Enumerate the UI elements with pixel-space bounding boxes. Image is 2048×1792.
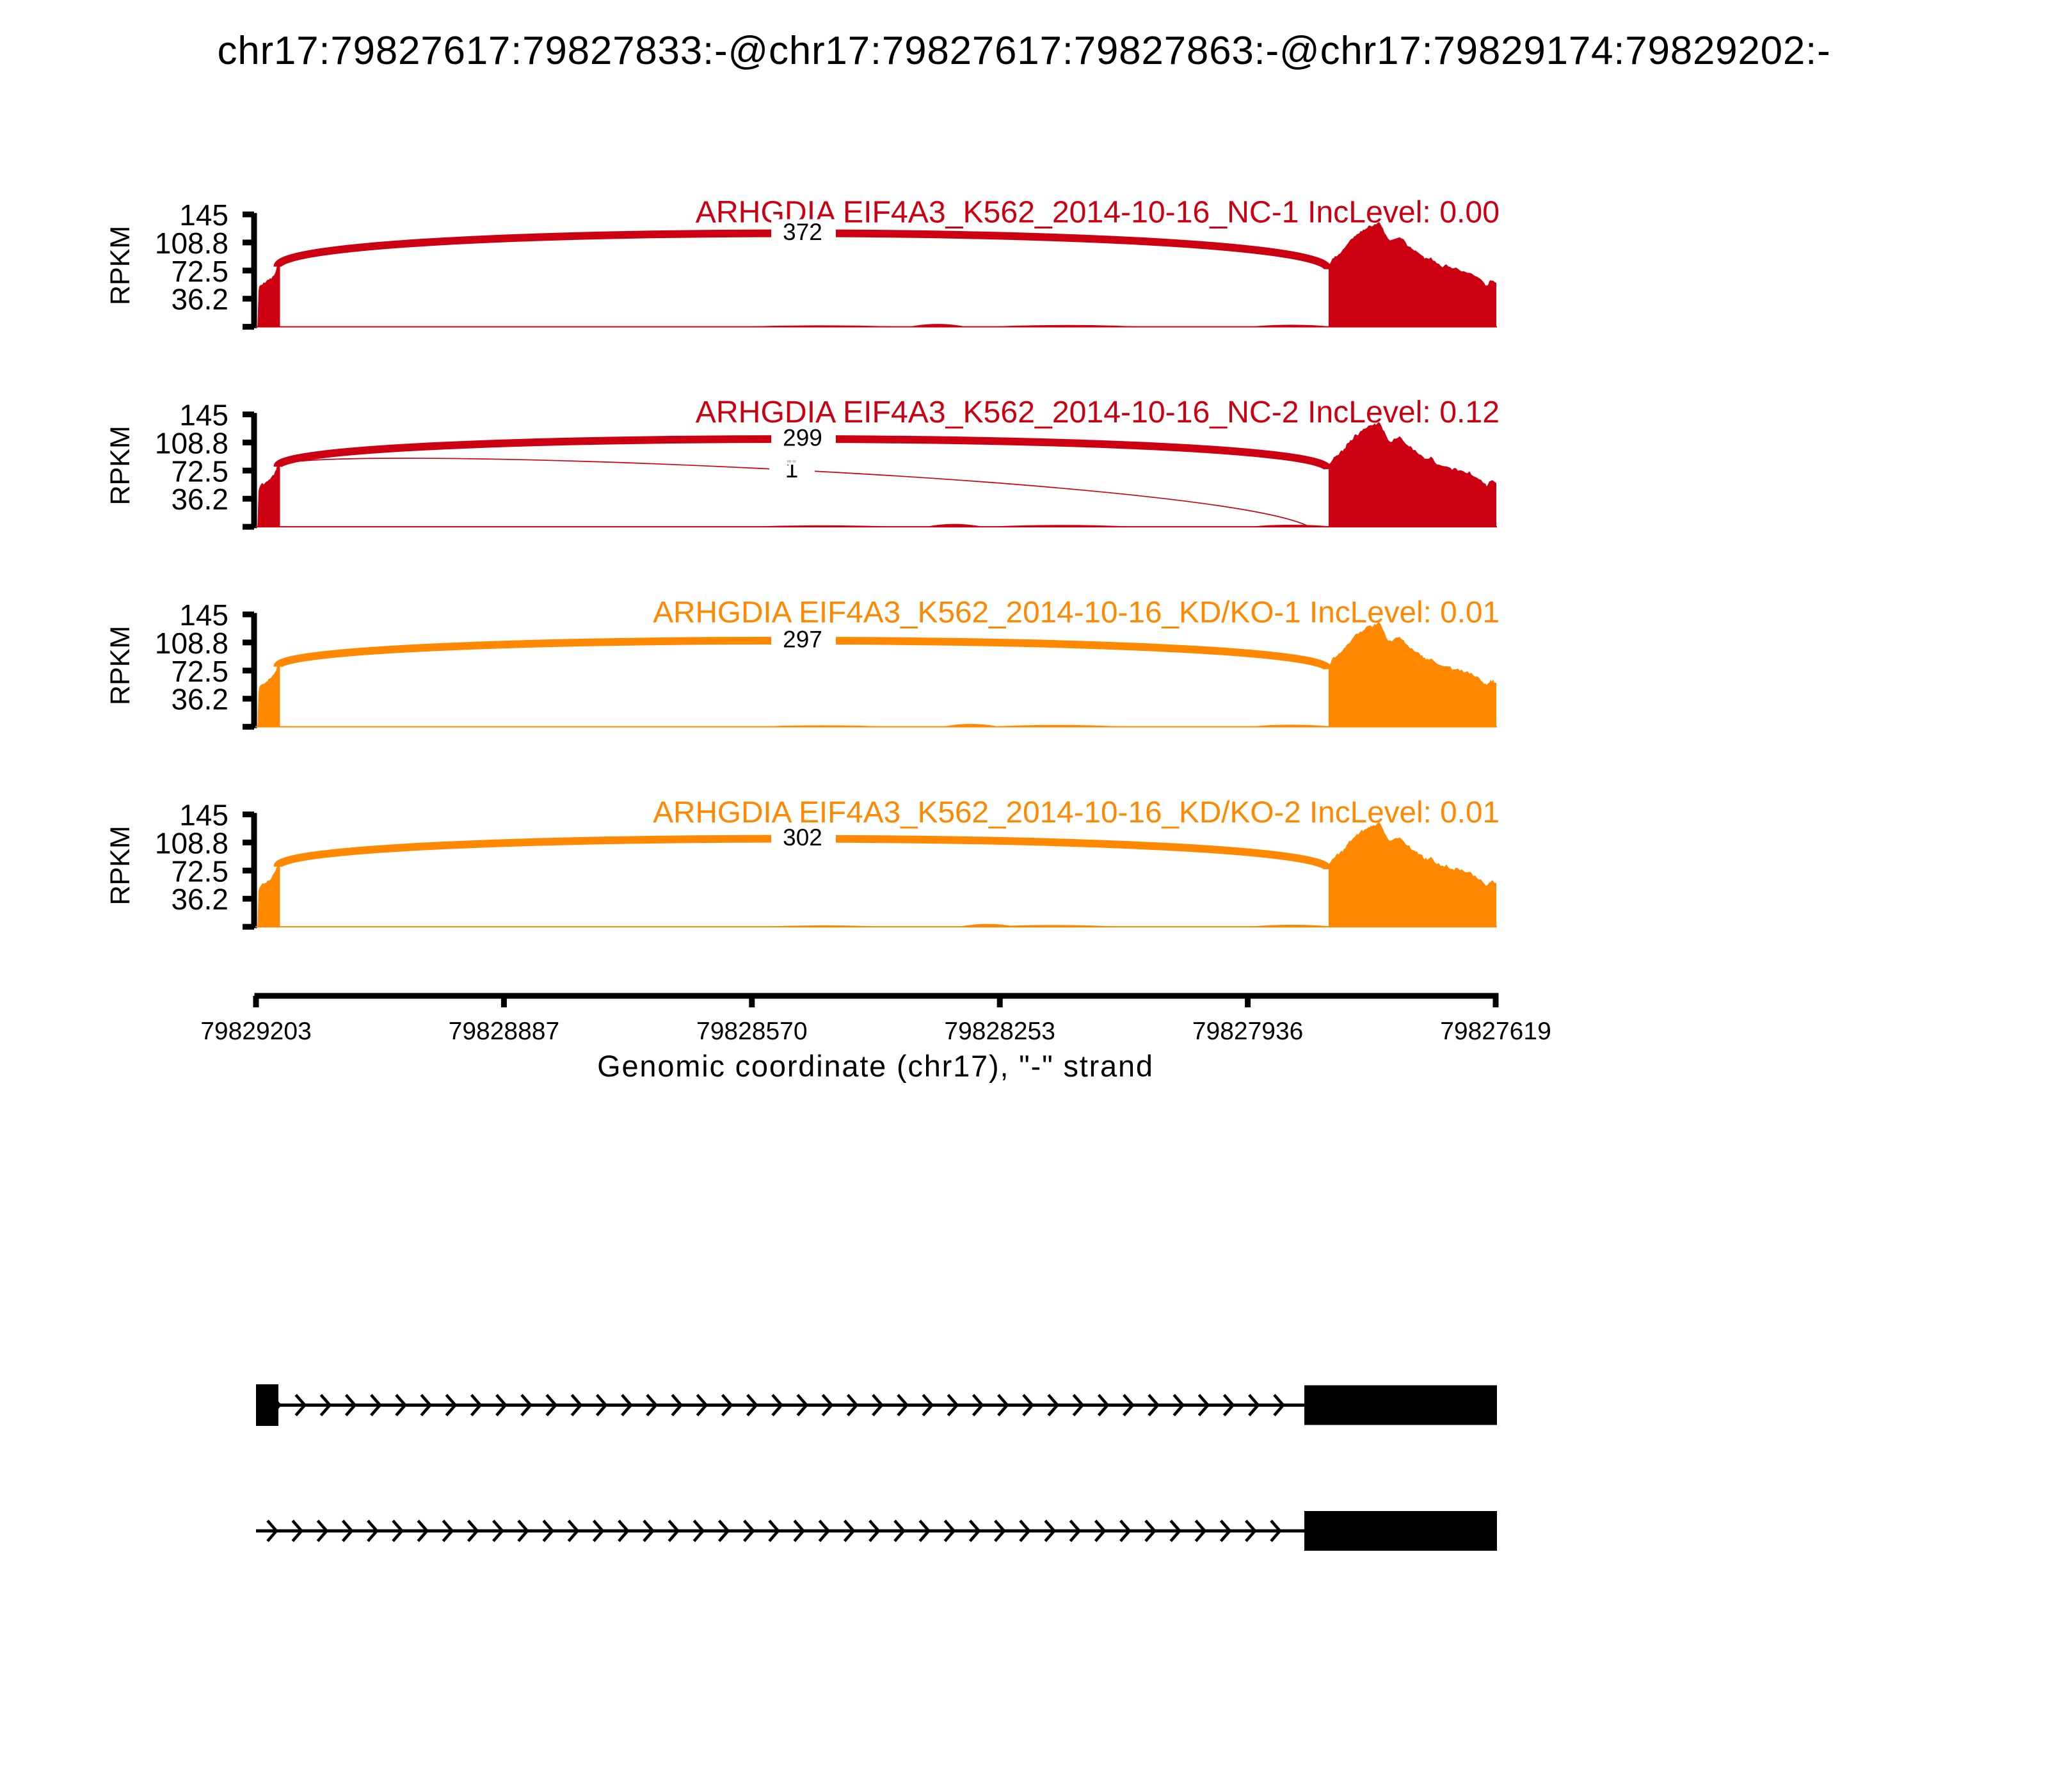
svg-text:ARHGDIA EIF4A3_K562_2014-10-16: ARHGDIA EIF4A3_K562_2014-10-16_KD/KO-1 I… (653, 596, 1500, 630)
svg-text:145: 145 (179, 598, 228, 632)
svg-text:145: 145 (179, 799, 228, 832)
svg-text:372: 372 (783, 219, 822, 245)
svg-text:79827936: 79827936 (1192, 1018, 1304, 1045)
svg-text:72.5: 72.5 (171, 854, 228, 888)
svg-text:chr17:79827617:79827833:-@chr1: chr17:79827617:79827833:-@chr17:79827617… (218, 29, 1831, 73)
svg-text:ARHGDIA EIF4A3_K562_2014-10-16: ARHGDIA EIF4A3_K562_2014-10-16_KD/KO-2 I… (653, 796, 1500, 829)
svg-text:72.5: 72.5 (171, 655, 228, 688)
svg-text:36.2: 36.2 (171, 483, 228, 516)
svg-text:RPKM: RPKM (105, 426, 136, 505)
svg-text:ARHGDIA EIF4A3_K562_2014-10-16: ARHGDIA EIF4A3_K562_2014-10-16_NC-2 IncL… (696, 395, 1500, 429)
svg-text:108.8: 108.8 (155, 826, 228, 860)
svg-text:72.5: 72.5 (171, 454, 228, 488)
svg-text:79828887: 79828887 (449, 1018, 560, 1045)
svg-text:79828570: 79828570 (696, 1018, 808, 1045)
svg-text:108.8: 108.8 (155, 227, 228, 260)
svg-text:79828253: 79828253 (944, 1018, 1055, 1045)
svg-text:72.5: 72.5 (171, 255, 228, 288)
svg-text:299: 299 (783, 425, 822, 451)
svg-text:108.8: 108.8 (155, 426, 228, 460)
svg-text:RPKM: RPKM (105, 626, 136, 705)
svg-text:RPKM: RPKM (105, 826, 136, 905)
svg-text:145: 145 (179, 198, 228, 232)
svg-text:36.2: 36.2 (171, 683, 228, 716)
svg-text:36.2: 36.2 (171, 883, 228, 916)
svg-text:Genomic coordinate (chr17), "-: Genomic coordinate (chr17), "-" strand (597, 1049, 1154, 1083)
svg-text:297: 297 (783, 627, 822, 653)
svg-text:108.8: 108.8 (155, 627, 228, 660)
svg-text:302: 302 (783, 824, 822, 851)
svg-text:145: 145 (179, 399, 228, 432)
svg-text:79829203: 79829203 (200, 1018, 312, 1045)
svg-text:36.2: 36.2 (171, 283, 228, 316)
svg-text:RPKM: RPKM (105, 226, 136, 305)
svg-text:79827619: 79827619 (1440, 1018, 1551, 1045)
